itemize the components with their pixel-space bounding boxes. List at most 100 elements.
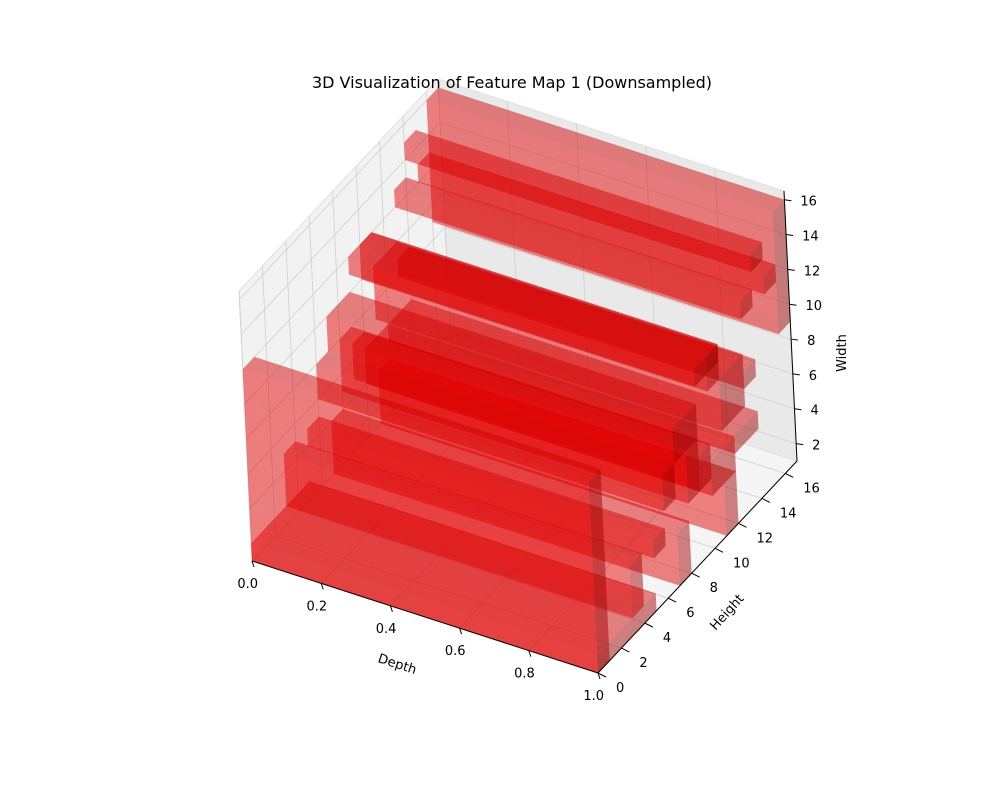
- voxel-face-right: [597, 593, 657, 673]
- voxel-face-right: [740, 289, 753, 320]
- voxel-face-right: [588, 468, 610, 673]
- y-tick-mark: [668, 597, 677, 603]
- voxel-block: [426, 87, 791, 335]
- z-tick-mark: [791, 338, 799, 341]
- voxel-face-top: [426, 87, 785, 213]
- voxel-face-back: [295, 441, 644, 606]
- voxel-face-front: [242, 369, 599, 673]
- voxel-face-back: [351, 326, 700, 492]
- voxel-face-right: [677, 521, 692, 586]
- grid-line-x: [528, 168, 729, 651]
- voxel-face-front: [388, 324, 736, 454]
- voxel-face-left: [388, 299, 413, 342]
- voxel-face-top: [378, 359, 736, 484]
- voxel-face-bottom: [252, 548, 610, 673]
- y-tick-mark: [621, 647, 630, 653]
- voxel-face-front: [352, 344, 700, 492]
- y-tick-mark: [644, 622, 654, 628]
- voxel-face-back: [396, 242, 746, 407]
- x-tick-label: 0.6: [445, 644, 466, 659]
- voxel-face-bottom: [286, 493, 644, 619]
- voxel-face-back: [254, 356, 610, 661]
- voxel-face-top: [326, 292, 696, 429]
- grid-line-y: [402, 116, 763, 499]
- voxel-face-top: [359, 232, 718, 357]
- x-tick-label: 0.4: [376, 622, 397, 637]
- grid-line-z: [244, 191, 790, 405]
- voxel-face-bottom: [380, 411, 739, 536]
- voxel-face-front: [307, 429, 654, 559]
- z-tick-label: 2: [812, 439, 820, 454]
- y-tick-label: 8: [710, 581, 718, 596]
- z-tick-mark: [787, 268, 795, 271]
- voxel-face-left: [417, 152, 431, 183]
- voxel-block: [331, 409, 692, 586]
- voxel-block: [326, 292, 698, 464]
- grid-line-y: [332, 191, 692, 574]
- voxel-face-bottom: [395, 194, 753, 320]
- voxel-face-back: [429, 152, 777, 282]
- voxel-block: [397, 247, 756, 389]
- voxel-face-left: [352, 331, 366, 380]
- y-tick-mark: [691, 572, 700, 578]
- voxel-face-bottom: [328, 326, 698, 464]
- voxel-face-back: [328, 351, 676, 499]
- voxel-layer: [242, 87, 791, 673]
- voxel-face-top: [404, 130, 762, 255]
- z-tick-label: 8: [807, 334, 815, 349]
- voxel-face-bottom: [405, 147, 763, 272]
- grid-line-y: [425, 91, 786, 474]
- voxel-face-left: [283, 441, 298, 507]
- grid-line-x: [459, 146, 660, 629]
- voxel-block: [316, 351, 676, 512]
- grid-line-z: [242, 156, 788, 370]
- voxel-face-back: [349, 292, 698, 439]
- voxel-face-back: [371, 232, 719, 362]
- z-axis-label: Width: [835, 334, 850, 372]
- x-axis-line: [251, 560, 599, 674]
- voxel-face-top: [283, 441, 642, 566]
- voxel-face-right: [662, 463, 676, 512]
- z-tick-label: 12: [804, 264, 821, 279]
- voxel-face-left: [404, 130, 417, 160]
- voxel-face-right: [698, 443, 712, 492]
- grid-line-z: [249, 296, 795, 509]
- voxel-face-right: [724, 471, 739, 536]
- axis-panes: [238, 77, 798, 674]
- grid-line-x: [320, 101, 521, 584]
- voxel-face-right: [763, 264, 777, 295]
- axis-ticks: 0.00.20.40.60.81.00246810121416246810121…: [237, 190, 822, 704]
- y-tick-mark: [597, 672, 607, 678]
- voxel-face-front: [316, 364, 664, 512]
- voxel-face-right: [653, 528, 666, 559]
- y-axis-line: [597, 460, 798, 674]
- y-tick-label: 0: [616, 681, 624, 696]
- voxel-face-front: [348, 257, 695, 387]
- grid-line-z: [239, 87, 785, 300]
- voxel-face-bottom: [342, 379, 700, 504]
- x-tick-mark: [251, 560, 255, 568]
- voxel-face-bottom: [318, 386, 676, 512]
- voxel-block: [404, 130, 763, 272]
- grid-line-z: [247, 261, 793, 475]
- voxel-face-top: [331, 409, 690, 534]
- voxel-face-top: [394, 177, 752, 302]
- voxel-face-front: [426, 100, 779, 335]
- voxel-block: [242, 356, 610, 673]
- y-tick-label: 16: [803, 481, 820, 496]
- z-tick-mark: [786, 234, 794, 237]
- voxel-face-left: [397, 247, 410, 277]
- voxel-face-bottom: [389, 316, 759, 454]
- voxel-block: [378, 359, 739, 536]
- voxel-face-right: [672, 404, 698, 464]
- voxel-face-bottom: [398, 264, 756, 389]
- voxel-face-bottom: [354, 366, 712, 492]
- x-tick-mark: [597, 672, 601, 680]
- voxel-face-back: [309, 481, 657, 611]
- voxel-face-left: [339, 326, 354, 392]
- voxel-face-front: [378, 371, 727, 536]
- y-tick-mark: [714, 547, 724, 553]
- voxel-face-right: [719, 354, 746, 432]
